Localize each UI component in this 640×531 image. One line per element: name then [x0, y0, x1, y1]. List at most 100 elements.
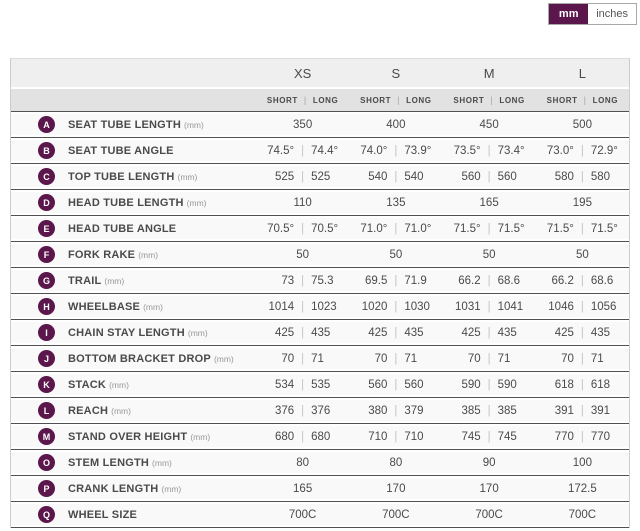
- row-unit-label: (mm): [186, 197, 207, 208]
- value-cell-e-xs: 70.5° | 70.5°: [256, 216, 349, 241]
- single-value: 165: [479, 196, 499, 209]
- value-cell-k-s: 560 | 560: [349, 372, 442, 397]
- value-cell-p-m: 170: [443, 476, 536, 501]
- row-letter-badge: K: [38, 376, 55, 393]
- value-cell-k-m: 590 | 590: [443, 372, 536, 397]
- short-value: 1014: [268, 300, 295, 313]
- long-value: 560: [404, 378, 424, 391]
- short-value: 618: [554, 378, 574, 391]
- size-header-m: M: [483, 65, 495, 81]
- long-label: LONG: [312, 95, 339, 105]
- row-header-cell: D HEAD TUBE LENGTH (mm): [11, 194, 256, 211]
- value-cell-d-l: 195: [536, 190, 629, 215]
- divider-glyph: |: [394, 222, 398, 235]
- row-header-cell: B SEAT TUBE ANGLE: [11, 142, 256, 159]
- long-value: 73.9°: [404, 144, 432, 157]
- value-cell-k-l: 618 | 618: [536, 372, 629, 397]
- unit-mm-button[interactable]: mm: [549, 4, 589, 24]
- single-value: 700C: [288, 508, 317, 521]
- long-value: 71.5°: [590, 222, 618, 235]
- long-value: 70.5°: [311, 222, 339, 235]
- row-header-cell: E HEAD TUBE ANGLE: [11, 220, 256, 237]
- unit-inches-button[interactable]: inches: [588, 4, 636, 24]
- short-value: 770: [554, 430, 574, 443]
- value-cell-h-m: 1031 | 1041: [443, 294, 536, 319]
- short-value: 710: [368, 430, 388, 443]
- table-row-j: J BOTTOM BRACKET DROP (mm) 70 | 71 70 | 71 70 | 71 7…: [11, 345, 629, 371]
- long-label: LONG: [499, 95, 525, 105]
- short-value: 1020: [361, 300, 388, 313]
- row-unit-label: (mm): [187, 327, 208, 338]
- long-value: 68.6: [590, 274, 614, 287]
- single-value: 170: [479, 482, 499, 495]
- divider-glyph: |: [394, 274, 398, 287]
- single-value: 110: [293, 196, 312, 209]
- table-row-q: Q WHEEL SIZE 700C 700C 700C 700C: [11, 501, 629, 527]
- table-row-h: H WHEELBASE (mm) 1014 | 1023 1020 | 1030 1031 | 104…: [11, 293, 629, 319]
- divider-glyph: |: [394, 300, 398, 313]
- value-cell-l-m: 385 | 385: [443, 398, 536, 423]
- row-letter-badge: B: [38, 142, 55, 159]
- value-cell-i-s: 425 | 435: [349, 320, 442, 345]
- row-header-cell: M STAND OVER HEIGHT (mm): [11, 428, 256, 445]
- long-value: 535: [311, 378, 331, 391]
- long-value: 1030: [404, 300, 430, 313]
- short-value: 534: [274, 378, 295, 391]
- value-cell-d-xs: 110: [256, 190, 349, 215]
- short-long-header-xs: SHORT | LONG: [256, 95, 349, 105]
- divider-glyph: |: [583, 95, 587, 105]
- single-value: 450: [479, 118, 499, 131]
- table-row-m: M STAND OVER HEIGHT (mm) 680 | 680 710 | 710 745 |…: [11, 423, 629, 449]
- value-cell-f-l: 50: [536, 242, 629, 267]
- divider-glyph: |: [487, 144, 491, 157]
- short-value: 391: [554, 404, 574, 417]
- row-unit-label: (mm): [104, 275, 125, 286]
- row-header-cell: C TOP TUBE LENGTH (mm): [11, 168, 256, 185]
- value-cell-k-xs: 534 | 535: [256, 372, 349, 397]
- value-cell-m-l: 770 | 770: [536, 424, 629, 449]
- divider-glyph: |: [580, 352, 584, 365]
- short-value: 580: [554, 170, 574, 183]
- value-cell-o-m: 90: [443, 450, 536, 475]
- long-value: 71: [311, 352, 324, 365]
- long-value: 71.9: [404, 274, 427, 287]
- short-value: 1046: [548, 300, 574, 313]
- short-value: 66.2: [458, 274, 481, 287]
- value-cell-p-s: 170: [349, 476, 442, 501]
- long-value: 1056: [590, 300, 617, 313]
- value-cell-p-l: 172.5: [536, 476, 629, 501]
- value-cell-i-l: 425 | 435: [536, 320, 629, 345]
- short-long-header-m: SHORT | LONG: [443, 95, 536, 105]
- short-value: 540: [368, 170, 388, 183]
- value-cell-g-l: 66.2 | 68.6: [536, 268, 629, 293]
- divider-glyph: |: [301, 326, 305, 339]
- row-header-cell: K STACK (mm): [11, 376, 256, 393]
- long-value: 73.4°: [497, 144, 525, 157]
- row-letter-badge: A: [38, 116, 55, 133]
- long-value: 770: [590, 430, 611, 443]
- short-value: 590: [461, 378, 481, 391]
- value-cell-a-s: 400: [349, 112, 442, 137]
- single-value: 400: [386, 118, 406, 131]
- value-cell-g-m: 66.2 | 68.6: [443, 268, 536, 293]
- table-row-a: A SEAT TUBE LENGTH (mm) 350 400 450 500: [11, 111, 629, 137]
- long-value: 435: [497, 326, 517, 339]
- divider-glyph: |: [580, 274, 584, 287]
- divider-glyph: |: [487, 404, 491, 417]
- row-unit-label: (mm): [152, 457, 172, 468]
- row-header-cell: J BOTTOM BRACKET DROP (mm): [11, 350, 256, 367]
- long-value: 71: [590, 352, 604, 365]
- value-cell-m-xs: 680 | 680: [256, 424, 349, 449]
- value-cell-h-s: 1020 | 1030: [349, 294, 442, 319]
- value-cell-m-m: 745 | 745: [443, 424, 536, 449]
- divider-glyph: |: [580, 170, 584, 183]
- row-header-cell: F FORK RAKE (mm): [11, 246, 256, 263]
- value-cell-q-l: 700C: [536, 502, 629, 527]
- value-cell-p-xs: 165: [256, 476, 349, 501]
- short-value: 74.0°: [360, 144, 388, 157]
- long-value: 435: [404, 326, 424, 339]
- row-letter-badge: M: [38, 428, 55, 445]
- value-cell-e-m: 71.5° | 71.5°: [443, 216, 536, 241]
- value-cell-g-s: 69.5 | 71.9: [349, 268, 442, 293]
- value-cell-c-xs: 525 | 525: [256, 164, 349, 189]
